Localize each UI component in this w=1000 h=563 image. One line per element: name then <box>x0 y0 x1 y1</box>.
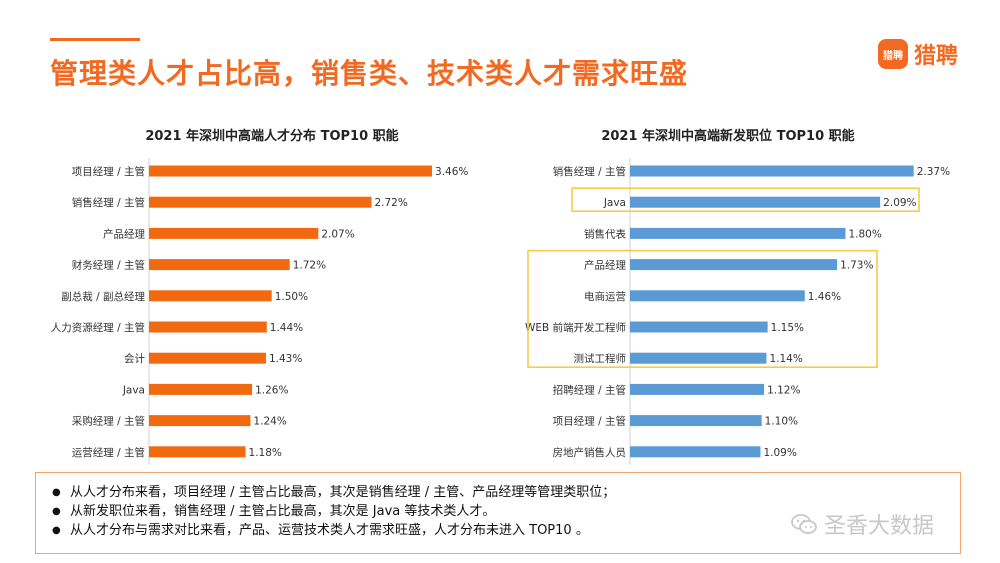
chart-2-category-label: 房地产销售人员 <box>553 446 627 459</box>
chart-2-category-label: 招聘经理 / 主管 <box>553 383 626 396</box>
chart-1-category-label: 项目经理 / 主管 <box>72 165 145 178</box>
chart-2-bar <box>630 227 846 239</box>
chart-2-bar <box>630 415 762 427</box>
summary-bullet-1: 从人才分布来看，项目经理 / 主管占比最高，其次是销售经理 / 主管、产品经理等… <box>52 483 946 502</box>
chart-1-value-label: 1.50% <box>275 291 308 303</box>
chart-1-value-label: 1.72% <box>293 260 326 272</box>
chart-1-category-label: 销售经理 / 主管 <box>72 196 145 209</box>
page-title: 管理类人才占比高，销售类、技术类人才需求旺盛 <box>50 57 689 90</box>
chart-2-bar <box>630 259 838 271</box>
chart-2-title: 2021 年深圳中高端新发职位 TOP10 职能 <box>601 128 854 144</box>
chart-1-bar <box>149 227 319 239</box>
chart-2-value-label: 1.12% <box>767 384 800 396</box>
chart-2-category-label: 产品经理 <box>584 259 626 272</box>
chart-2-category-label: WEB 前端开发工程师 <box>525 321 626 334</box>
chart-1-category-label: 采购经理 / 主管 <box>72 415 145 428</box>
chart-1-bar <box>149 290 272 302</box>
chart-2-highlight-box <box>571 187 920 212</box>
summary-bullet-3: 从人才分布与需求对比来看，产品、运营技术类人才需求旺盛，人才分布未进入 TOP1… <box>52 521 946 540</box>
chart-1-value-label: 2.07% <box>321 228 354 240</box>
summary-list: 从人才分布来看，项目经理 / 主管占比最高，其次是销售经理 / 主管、产品经理等… <box>50 483 946 540</box>
summary-box: 从人才分布来看，项目经理 / 主管占比最高，其次是销售经理 / 主管、产品经理等… <box>35 472 961 554</box>
chart-1-value-label: 1.18% <box>249 447 282 459</box>
chart-2-bar <box>630 383 765 395</box>
chart-2-value-label: 1.14% <box>769 353 802 365</box>
chart-1-category-label: 会计 <box>124 352 145 365</box>
chart-2-value-label: 1.09% <box>763 447 796 459</box>
summary-bullet-2: 从新发职位来看，销售经理 / 主管占比最高，其次是 Java 等技术类人才。 <box>52 502 946 521</box>
chart-1-value-label: 1.24% <box>253 416 286 428</box>
chart-1-bar <box>149 446 246 458</box>
chart-1-category-label: 副总裁 / 副总经理 <box>61 290 145 303</box>
chart-1-value-label: 3.46% <box>435 166 468 178</box>
chart-2-value-label: 1.73% <box>840 260 873 272</box>
chart-1-category-label: Java <box>122 384 145 396</box>
wechat-icon <box>791 514 817 534</box>
chart-2-category-label: Java <box>603 197 626 209</box>
chart-1-bar <box>149 196 372 208</box>
chart-1-value-label: 1.44% <box>270 322 303 334</box>
chart-2-highlight-box <box>527 249 878 369</box>
chart-1-bar <box>149 321 267 333</box>
chart-2-value-label: 1.15% <box>771 322 804 334</box>
chart-1-value-label: 1.26% <box>255 384 288 396</box>
chart-2-bar <box>630 321 768 333</box>
chart-1-title: 2021 年深圳中高端人才分布 TOP10 职能 <box>145 128 398 144</box>
chart-2-value-label: 1.46% <box>808 291 841 303</box>
watermark-text: 圣香大数据 <box>824 514 935 539</box>
chart-2-category-label: 销售代表 <box>584 227 626 240</box>
chart-1-category-label: 财务经理 / 主管 <box>72 259 145 272</box>
chart-1-value-label: 1.43% <box>269 353 302 365</box>
chart-1-bar <box>149 383 253 395</box>
title-accent-line <box>50 38 140 41</box>
liepin-logo: 猎聘 猎聘 <box>878 38 958 70</box>
chart-1-category-label: 人力资源经理 / 主管 <box>51 321 145 334</box>
chart-2-bar <box>630 446 761 458</box>
liepin-logo-text: 猎聘 <box>914 44 959 69</box>
chart-1-bar <box>149 352 266 364</box>
chart-2-category-label: 电商运营 <box>584 290 626 303</box>
chart-1-bar <box>149 165 433 177</box>
chart-2-value-label: 1.80% <box>848 228 881 240</box>
chart-1-value-label: 2.72% <box>374 197 407 209</box>
chart-2-category-label: 测试工程师 <box>574 352 627 365</box>
chart-2-value-label: 2.09% <box>883 197 916 209</box>
chart-2-category-label: 销售经理 / 主管 <box>553 165 626 178</box>
liepin-logo-icon: 猎聘 <box>878 39 908 69</box>
chart-2-category-label: 项目经理 / 主管 <box>553 415 626 428</box>
chart-2-bar <box>630 165 914 177</box>
chart-1-bar <box>149 259 290 271</box>
watermark: 圣香大数据 <box>790 508 934 540</box>
chart-2-bar <box>630 352 767 364</box>
chart-2-bar <box>630 290 805 302</box>
chart-2-value-label: 2.37% <box>917 166 950 178</box>
chart-1-category-label: 产品经理 <box>103 227 145 240</box>
chart-1-category-label: 运营经理 / 主管 <box>72 446 145 459</box>
chart-1-bar <box>149 415 251 427</box>
chart-2-value-label: 1.10% <box>765 416 798 428</box>
chart-2-bar <box>630 196 881 208</box>
